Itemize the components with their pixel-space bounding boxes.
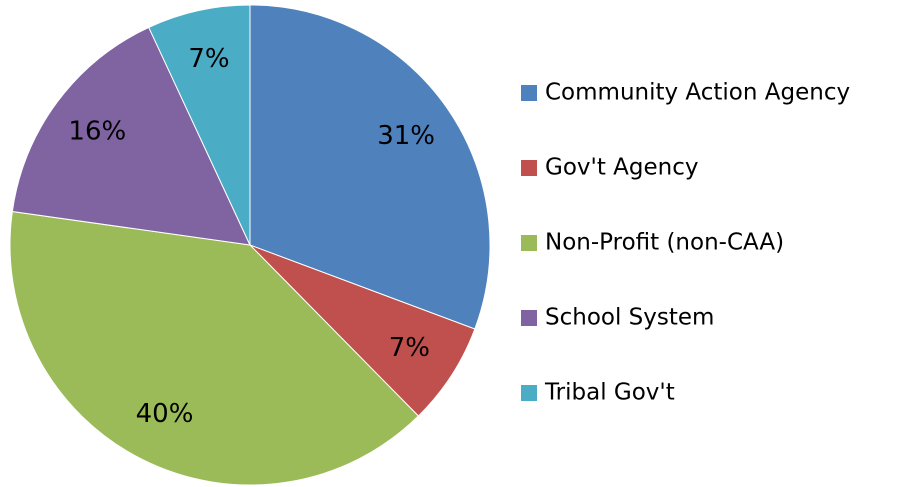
legend-label: Gov't Agency [545, 155, 698, 181]
legend-swatch [521, 235, 537, 251]
data-label: 7% [389, 333, 430, 363]
data-label: 16% [68, 116, 126, 146]
data-label: 40% [136, 399, 194, 429]
pie-slice [11, 26, 251, 246]
legend-label: Tribal Gov't [544, 380, 675, 406]
pie-slice [148, 4, 251, 246]
pie-slice [249, 4, 491, 330]
legend-swatch [521, 310, 537, 326]
legend-swatch [521, 160, 537, 176]
pie-slice [249, 244, 476, 417]
pie-slice [9, 210, 420, 486]
legend-label: Community Action Agency [545, 80, 850, 106]
data-label: 31% [377, 121, 435, 151]
data-label: 7% [188, 44, 229, 74]
legend-label: Non-Profit (non-CAA) [545, 230, 784, 256]
legend-swatch [521, 385, 537, 401]
legend-swatch [521, 85, 537, 101]
legend-label: School System [545, 305, 714, 331]
